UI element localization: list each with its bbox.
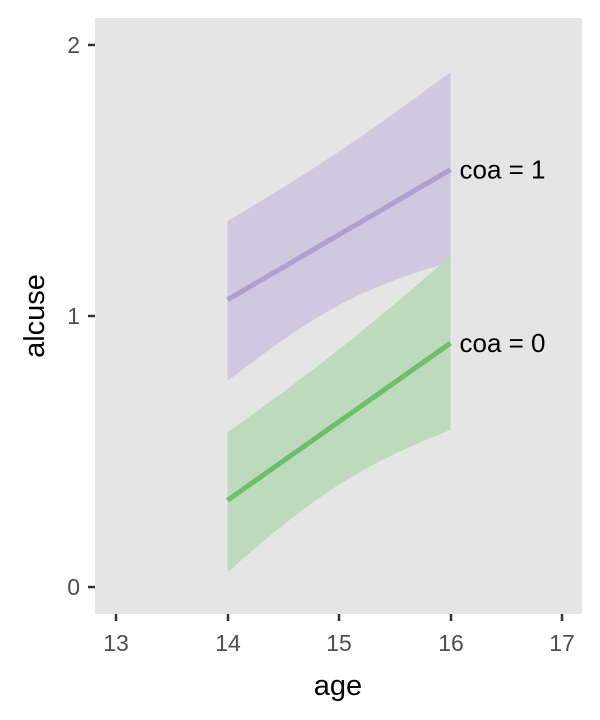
x-tick-label: 15 (326, 630, 352, 656)
y-tick-label: 0 (67, 574, 80, 600)
x-axis-title: age (314, 670, 362, 702)
x-tick-label: 16 (438, 630, 464, 656)
x-axis: 13 14 15 16 17 (103, 614, 575, 656)
line-coa-1 (226, 167, 452, 302)
line-coa-0 (226, 341, 452, 503)
y-tick-label: 1 (67, 303, 80, 329)
ribbon-coa-1 (227, 72, 451, 382)
series-label-coa-0: coa = 0 (460, 328, 546, 358)
y-axis: 2 1 0 (67, 32, 95, 600)
series-label-coa-1: coa = 1 (460, 155, 546, 185)
ribbon-coa-0 (227, 256, 451, 573)
x-tick-label: 14 (215, 630, 241, 656)
y-axis-title: alcuse (19, 274, 51, 358)
y-tick-label: 2 (67, 32, 80, 58)
plot-panel (95, 18, 582, 614)
x-tick-label: 17 (549, 630, 575, 656)
x-tick-label: 13 (103, 630, 129, 656)
